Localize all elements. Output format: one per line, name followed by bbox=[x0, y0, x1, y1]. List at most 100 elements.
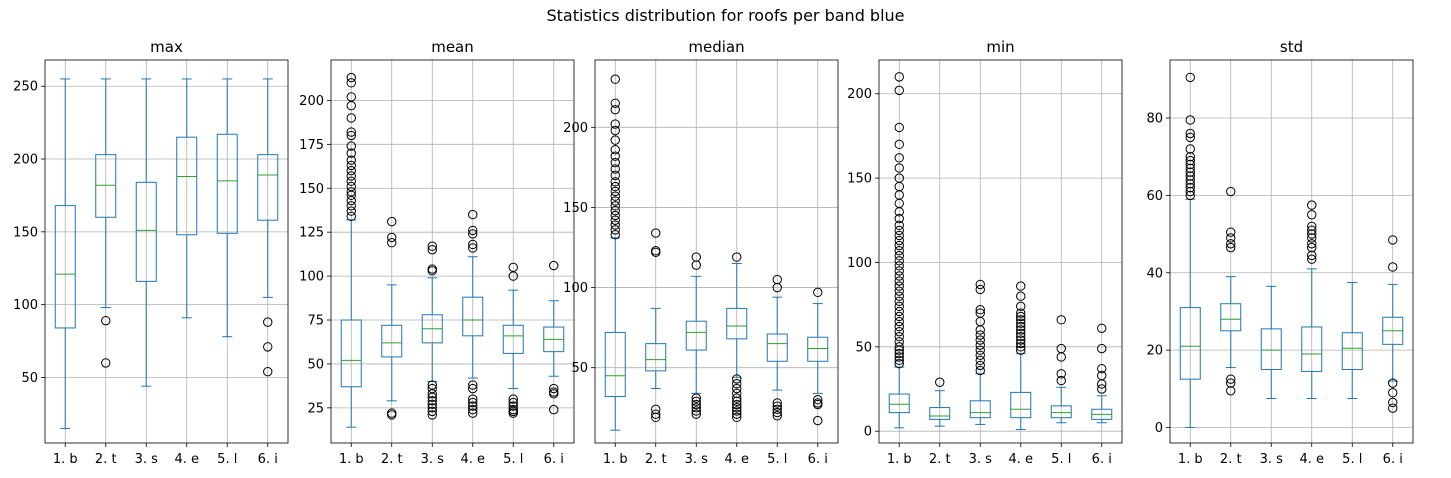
flier-point bbox=[1056, 369, 1066, 379]
flier-point bbox=[1185, 179, 1195, 189]
flier-point bbox=[1016, 301, 1026, 312]
figure-title: Statistics distribution for roofs per ba… bbox=[546, 6, 905, 25]
flier-point bbox=[894, 72, 904, 82]
flier-point bbox=[1226, 186, 1236, 197]
flier-point bbox=[1307, 239, 1317, 249]
box-iqr bbox=[807, 336, 829, 362]
flier-point bbox=[935, 377, 945, 387]
y-tick-label: 200 bbox=[13, 153, 38, 168]
box-iqr bbox=[381, 324, 403, 358]
flier-point bbox=[894, 213, 904, 224]
flier-point bbox=[610, 151, 620, 161]
flier-point bbox=[894, 332, 904, 342]
flier-point bbox=[894, 355, 904, 366]
x-tick-label: 3. s bbox=[969, 452, 993, 467]
y-tick-label: 200 bbox=[299, 94, 324, 109]
flier-point bbox=[610, 104, 620, 115]
x-tick-label: 3. s bbox=[685, 452, 709, 467]
box-2. t bbox=[1220, 186, 1242, 396]
axes-frame bbox=[44, 59, 289, 444]
flier-point bbox=[468, 404, 478, 415]
flier-point bbox=[1016, 328, 1026, 339]
flier-point bbox=[468, 401, 478, 411]
flier-point bbox=[651, 247, 661, 258]
flier-point bbox=[1097, 384, 1107, 394]
box-iqr bbox=[54, 205, 76, 329]
x-tick-label: 2. t bbox=[929, 452, 951, 467]
flier-point bbox=[427, 396, 437, 406]
flier-point bbox=[894, 352, 904, 362]
flier-point bbox=[691, 409, 701, 419]
flier-point bbox=[346, 181, 356, 192]
y-tick-label: 150 bbox=[299, 182, 324, 197]
y-tick-label: 250 bbox=[13, 80, 38, 95]
flier-point bbox=[975, 305, 985, 315]
flier-point bbox=[610, 186, 620, 197]
flier-point bbox=[813, 287, 823, 298]
flier-point bbox=[101, 315, 111, 326]
x-tick-label: 4. e bbox=[724, 452, 749, 467]
flier-point bbox=[894, 286, 904, 296]
flier-point bbox=[101, 358, 111, 368]
flier-point bbox=[427, 399, 437, 410]
flier-point bbox=[1016, 308, 1026, 318]
flier-point bbox=[975, 350, 985, 360]
flier-point bbox=[894, 245, 904, 256]
flier-point bbox=[610, 205, 620, 216]
flier-point bbox=[975, 284, 985, 295]
flier-point bbox=[894, 326, 904, 337]
flier-point bbox=[427, 392, 437, 403]
flier-point bbox=[1185, 159, 1195, 170]
flier-point bbox=[1097, 323, 1107, 333]
y-tick-label: 100 bbox=[299, 270, 324, 285]
axes-frame bbox=[594, 59, 839, 444]
flier-point bbox=[1185, 186, 1195, 197]
flier-point bbox=[894, 225, 904, 236]
flier-point bbox=[975, 335, 985, 345]
flier-point bbox=[1016, 318, 1026, 328]
flier-point bbox=[427, 389, 437, 399]
axes-frame bbox=[878, 59, 1123, 444]
flier-point bbox=[975, 325, 985, 335]
box-2. t bbox=[95, 78, 117, 368]
subplot-std: 0 20 40 60 80 1. b 2. t 3. s 4. e 5. l 6. i std bbox=[1146, 38, 1414, 467]
flier-point bbox=[691, 406, 701, 416]
flier-point bbox=[610, 191, 620, 201]
flier-point bbox=[651, 409, 661, 419]
x-tick-label: 1. b bbox=[339, 452, 364, 467]
box-6. i bbox=[543, 260, 565, 415]
x-tick-label: 1. b bbox=[887, 452, 912, 467]
flier-point bbox=[732, 406, 742, 416]
flier-point bbox=[732, 412, 742, 423]
flier-point bbox=[549, 404, 559, 415]
box-2. t bbox=[929, 377, 951, 427]
flier-point bbox=[346, 187, 356, 197]
y-tick-label: 50 bbox=[21, 371, 38, 386]
box-iqr bbox=[645, 343, 667, 372]
box-5. l bbox=[1050, 315, 1072, 424]
y-tick-label: 50 bbox=[571, 361, 588, 376]
box-6. i bbox=[257, 78, 279, 377]
axes-frame bbox=[1169, 59, 1414, 444]
flier-point bbox=[346, 130, 356, 141]
flier-point bbox=[651, 228, 661, 238]
flier-point bbox=[346, 72, 356, 83]
flier-point bbox=[1307, 210, 1317, 220]
flier-point bbox=[1185, 175, 1195, 185]
flier-point bbox=[691, 396, 701, 407]
flier-point bbox=[894, 153, 904, 163]
box-1. b bbox=[340, 72, 362, 428]
flier-point bbox=[732, 393, 742, 403]
box-iqr bbox=[502, 324, 524, 354]
box-iqr bbox=[135, 181, 157, 282]
flier-point bbox=[1016, 338, 1026, 349]
box-5. l bbox=[502, 262, 524, 418]
flier-point bbox=[610, 181, 620, 192]
box-iqr bbox=[1010, 391, 1032, 419]
x-tick-label: 1. b bbox=[53, 452, 78, 467]
flier-point bbox=[610, 229, 620, 240]
flier-point bbox=[975, 279, 985, 290]
flier-point bbox=[894, 271, 904, 281]
box-3. s bbox=[135, 78, 157, 387]
flier-point bbox=[346, 127, 356, 137]
